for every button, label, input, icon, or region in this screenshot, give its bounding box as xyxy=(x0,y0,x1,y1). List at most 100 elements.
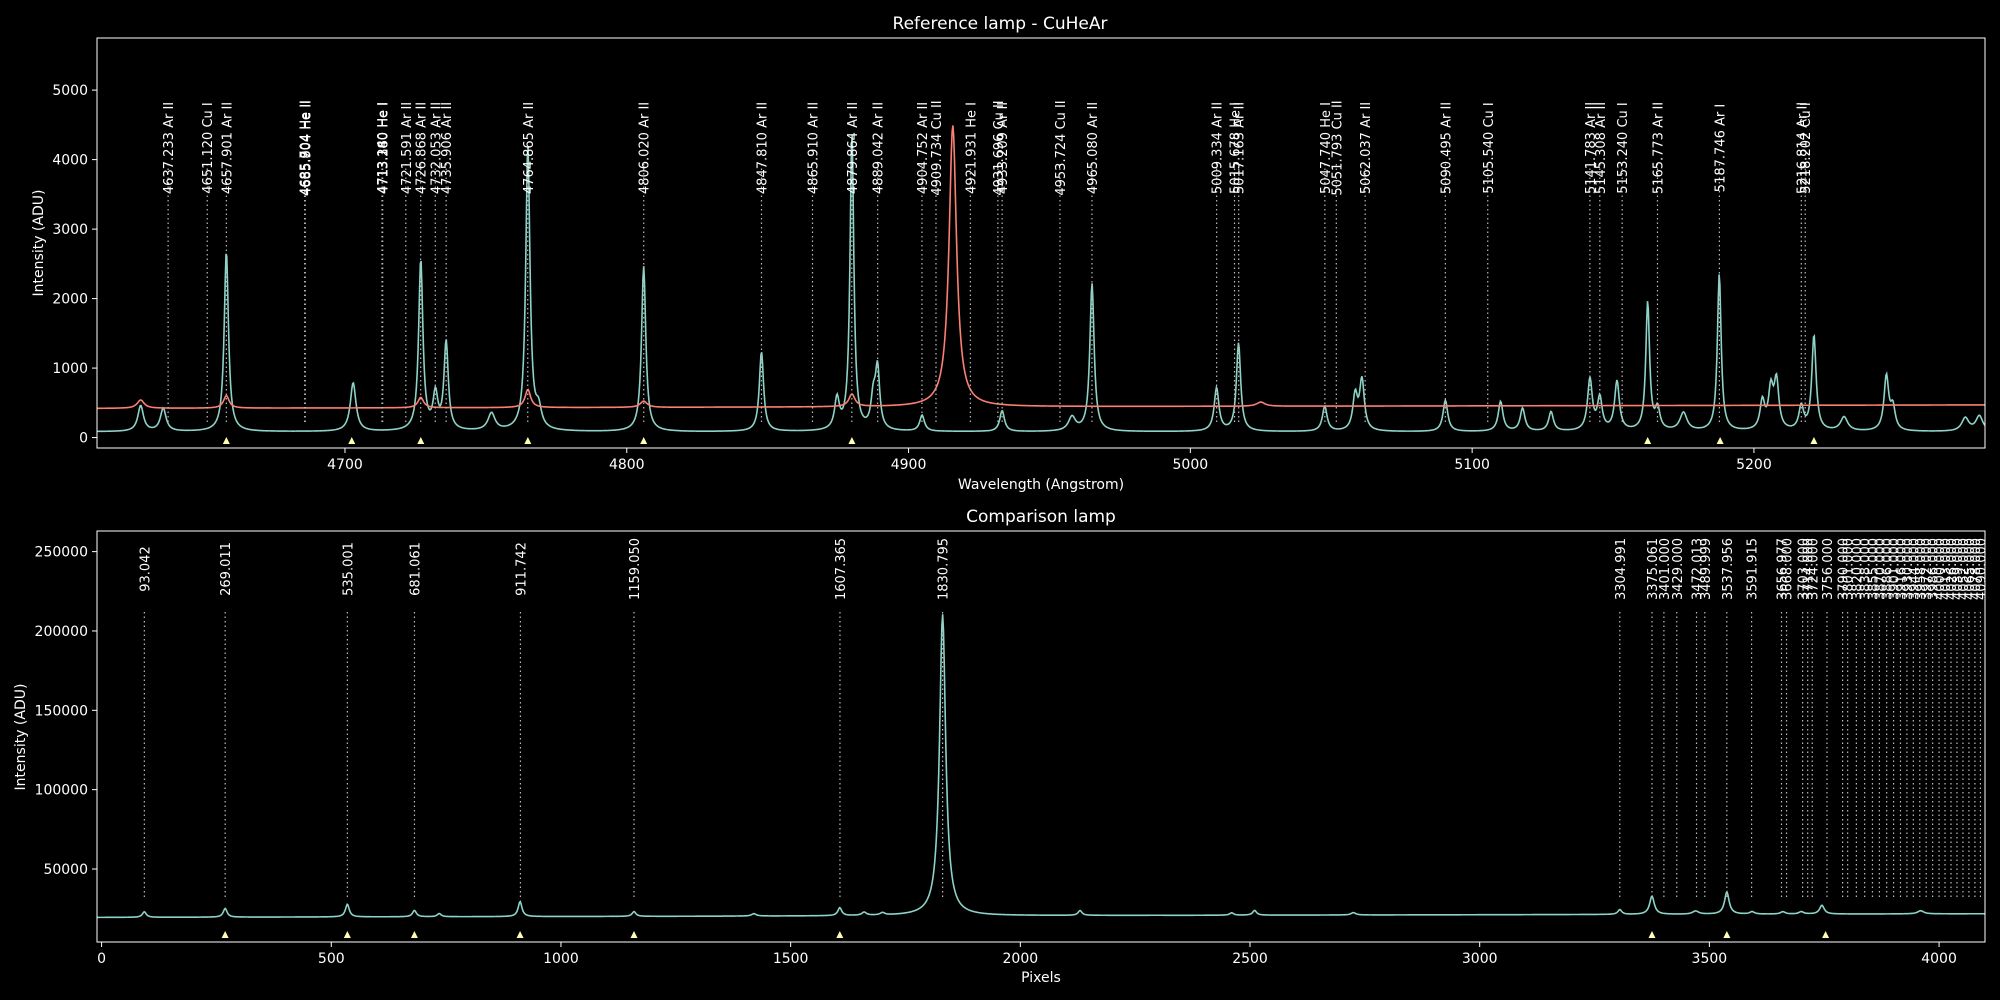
line-id-label: 4065.000 xyxy=(1963,538,1978,600)
x-tick-label: 4700 xyxy=(327,457,363,473)
y-tick-label: 250000 xyxy=(35,545,88,561)
line-id-label: 3901.000 xyxy=(1888,538,1903,600)
y-tick-label: 200000 xyxy=(35,624,88,640)
x-tick-label: 2500 xyxy=(1232,951,1268,967)
line-id-label: 4931.696 Cu II xyxy=(992,100,1007,195)
line-id-label: 4078.000 xyxy=(1969,538,1984,600)
x-tick-label: 500 xyxy=(318,951,345,967)
matched-peak-marker xyxy=(1822,931,1830,938)
line-id-label: 5009.334 Ar II xyxy=(1211,102,1226,194)
matched-peak-marker xyxy=(222,437,230,444)
line-id-label: 4764.865 Ar II xyxy=(522,102,537,194)
line-id-label: 4000.000 xyxy=(1933,538,1948,600)
line-id-label: 3401.000 xyxy=(1658,538,1673,600)
line-id-label: 1159.050 xyxy=(628,538,643,600)
line-id-label: 4052.000 xyxy=(1957,538,1972,600)
y-tick-label: 1000 xyxy=(52,361,88,377)
line-id-label: 1607.365 xyxy=(834,538,849,600)
line-id-label: 5153.240 Cu I xyxy=(1616,102,1631,193)
line-id-label: 93.042 xyxy=(138,546,153,592)
line-id-label: 4026.000 xyxy=(1945,538,1960,600)
line-id-label: 3944.000 xyxy=(1907,538,1922,600)
x-tick-label: 1000 xyxy=(543,951,579,967)
line-id-label: 4713.140 He I xyxy=(376,102,391,194)
y-axis-label: Intensity (ADU) xyxy=(31,190,47,297)
line-id-label: 4685.804 He II xyxy=(299,100,314,196)
line-id-label: 3820.000 xyxy=(1850,538,1865,600)
line-id-label: 4806.020 Ar II xyxy=(638,102,653,194)
line-id-label: 4904.752 Ar II xyxy=(916,102,931,194)
line-id-label: 5090.495 Ar II xyxy=(1439,102,1454,194)
line-id-label: 3429.000 xyxy=(1671,538,1686,600)
line-id-label: 3958.000 xyxy=(1914,538,1929,600)
line-id-label: 681.061 xyxy=(408,542,423,596)
line-id-label: 3790.000 xyxy=(1837,538,1852,600)
x-tick-label: 4000 xyxy=(1921,951,1957,967)
x-tick-label: 5200 xyxy=(1736,457,1772,473)
line-id-label: 3838.000 xyxy=(1859,538,1874,600)
y-tick-label: 150000 xyxy=(35,703,88,719)
line-id-label: 3537.956 xyxy=(1721,538,1736,600)
chart-title: Comparison lamp xyxy=(966,507,1116,527)
line-id-label: 4847.810 Ar II xyxy=(755,102,770,194)
line-id-label: 5141.783 Ar II xyxy=(1584,102,1599,194)
matched-peak-marker xyxy=(1644,437,1652,444)
y-tick-label: 2000 xyxy=(52,292,88,308)
line-id-label: 5216.814 Ar II xyxy=(1795,102,1810,194)
line-id-label: 3656.977 xyxy=(1775,538,1790,600)
line-id-label: 5062.037 Ar II xyxy=(1359,102,1374,194)
line-id-label: 3930.000 xyxy=(1901,538,1916,600)
y-tick-label: 5000 xyxy=(52,83,88,99)
line-id-label: 3703.000 xyxy=(1797,538,1812,600)
line-id-label: 3489.999 xyxy=(1699,538,1714,600)
matched-peak-marker xyxy=(1723,931,1731,938)
matched-peak-marker xyxy=(1648,931,1656,938)
line-id-label: 4713.260 He I xyxy=(376,102,391,194)
axes-frame xyxy=(96,530,1986,943)
axis-ticks: 0 500 1000 1500 2000 2500 3000 3500 4000 50000 100… xyxy=(35,545,1957,967)
line-id-label: 3375.061 xyxy=(1646,538,1661,600)
x-tick-label: 1500 xyxy=(773,951,809,967)
line-id-label: 4735.906 Ar II xyxy=(440,102,455,194)
line-id-label: 3916.000 xyxy=(1894,538,1909,600)
line-id-label: 4879.864 Ar II xyxy=(846,102,861,194)
line-id-label: 3986.000 xyxy=(1927,538,1942,600)
line-id-label: 3972.000 xyxy=(1920,538,1935,600)
line-id-label: 5218.202 Cu I xyxy=(1799,102,1814,193)
line-id-label: 3668.000 xyxy=(1781,538,1796,600)
line-id-label: 3591.915 xyxy=(1746,538,1761,600)
line-id-label: 4713.380 He I xyxy=(377,102,392,194)
y-tick-label: 4000 xyxy=(52,153,88,169)
x-tick-label: 2000 xyxy=(1003,951,1039,967)
reference-lamp-panel: Reference lamp - CuHeAr 4637.233 Ar II 46… xyxy=(31,14,1986,493)
line-id-label: 5047.740 He I xyxy=(1319,102,1334,194)
matched-peak-marker xyxy=(848,437,856,444)
y-tick-label: 100000 xyxy=(35,783,88,799)
line-id-label: 911.742 xyxy=(514,542,529,596)
line-id-label: 4965.080 Ar II xyxy=(1086,102,1101,194)
line-id-label: 5145.308 Ar II xyxy=(1594,102,1609,194)
matched-peak-marker xyxy=(1810,437,1818,444)
x-axis-label: Wavelength (Angstrom) xyxy=(958,477,1124,493)
matched-peak-marker xyxy=(221,931,229,938)
chart-title: Reference lamp - CuHeAr xyxy=(893,14,1108,34)
x-tick-label: 3000 xyxy=(1462,951,1498,967)
spectrum-line-0 xyxy=(97,614,1985,919)
matched-peak-marker xyxy=(410,931,418,938)
line-id-label: 4726.868 Ar II xyxy=(415,102,430,194)
x-tick-label: 0 xyxy=(97,951,106,967)
matched-peak-marker xyxy=(516,931,524,938)
line-id-label: 4732.053 Ar II xyxy=(429,102,444,194)
line-id-label: 5051.793 Cu II xyxy=(1330,100,1345,195)
spectrum-line-0 xyxy=(97,135,1985,433)
line-id-label: 4651.120 Cu I xyxy=(201,102,216,193)
x-tick-label: 3500 xyxy=(1692,951,1728,967)
line-id-label: 4909.734 Cu II xyxy=(930,100,945,195)
x-tick-label: 5100 xyxy=(1454,457,1490,473)
matched-peak-marker xyxy=(630,931,638,938)
line-id-label: 4685.904 He II xyxy=(299,100,314,196)
matched-peak-marker xyxy=(343,931,351,938)
line-id-label: 3714.000 xyxy=(1802,538,1817,600)
line-id-label: 3870.000 xyxy=(1873,538,1888,600)
